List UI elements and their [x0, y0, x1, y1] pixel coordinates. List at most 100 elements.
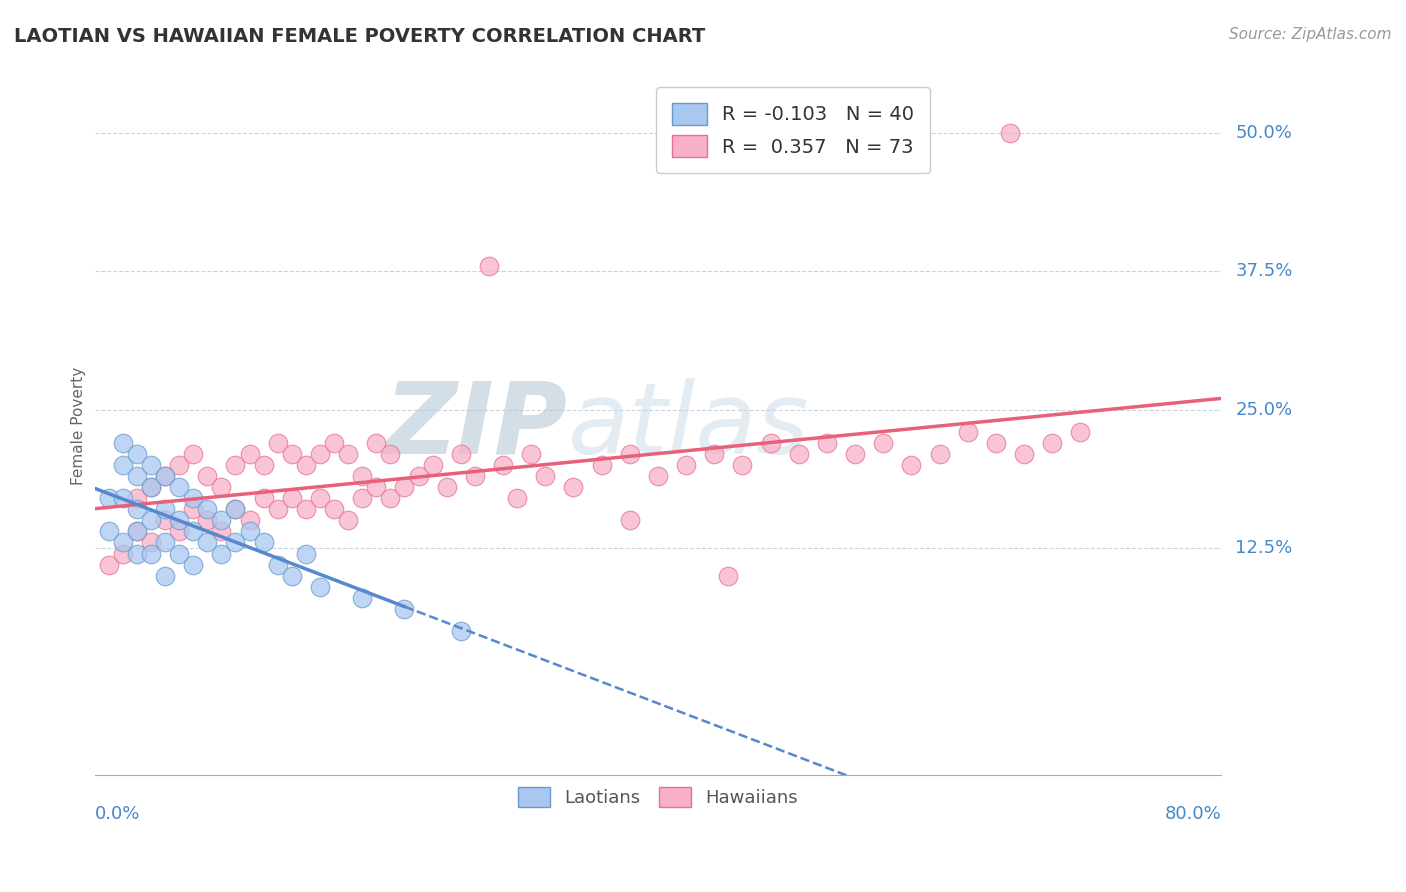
Point	[181, 524, 204, 539]
Point	[125, 469, 148, 483]
Point	[153, 568, 176, 582]
Point	[153, 502, 176, 516]
Point	[295, 502, 318, 516]
Point	[647, 469, 669, 483]
Point	[209, 524, 232, 539]
Point	[195, 469, 218, 483]
Point	[224, 502, 246, 516]
Text: 80.0%: 80.0%	[1164, 805, 1222, 823]
Point	[167, 547, 190, 561]
Text: LAOTIAN VS HAWAIIAN FEMALE POVERTY CORRELATION CHART: LAOTIAN VS HAWAIIAN FEMALE POVERTY CORRE…	[14, 27, 706, 45]
Point	[352, 591, 374, 605]
Text: Source: ZipAtlas.com: Source: ZipAtlas.com	[1229, 27, 1392, 42]
Point	[238, 513, 260, 527]
Point	[139, 535, 162, 549]
Point	[195, 513, 218, 527]
Point	[928, 447, 950, 461]
Point	[281, 447, 304, 461]
Point	[619, 513, 641, 527]
Text: 0.0%: 0.0%	[94, 805, 141, 823]
Point	[153, 469, 176, 483]
Point	[675, 458, 697, 472]
Point	[97, 524, 120, 539]
Point	[562, 480, 585, 494]
Point	[153, 513, 176, 527]
Point	[111, 547, 134, 561]
Point	[717, 568, 740, 582]
Point	[139, 458, 162, 472]
Point	[309, 580, 332, 594]
Point	[125, 524, 148, 539]
Point	[323, 435, 346, 450]
Point	[478, 259, 501, 273]
Point	[195, 502, 218, 516]
Point	[266, 435, 288, 450]
Point	[209, 480, 232, 494]
Legend: Laotians, Hawaiians: Laotians, Hawaiians	[510, 780, 806, 814]
Point	[408, 469, 430, 483]
Point	[450, 447, 472, 461]
Point	[97, 491, 120, 505]
Point	[295, 458, 318, 472]
Point	[224, 458, 246, 472]
Point	[337, 447, 360, 461]
Point	[181, 558, 204, 572]
Point	[872, 435, 894, 450]
Point	[281, 491, 304, 505]
Point	[900, 458, 922, 472]
Point	[125, 524, 148, 539]
Point	[731, 458, 754, 472]
Point	[266, 558, 288, 572]
Point	[506, 491, 529, 505]
Point	[281, 568, 304, 582]
Point	[209, 513, 232, 527]
Text: 25.0%: 25.0%	[1236, 401, 1292, 418]
Point	[998, 126, 1021, 140]
Point	[167, 524, 190, 539]
Point	[111, 458, 134, 472]
Point	[153, 469, 176, 483]
Text: 37.5%: 37.5%	[1236, 262, 1292, 280]
Point	[703, 447, 725, 461]
Point	[844, 447, 866, 461]
Point	[520, 447, 543, 461]
Text: 12.5%: 12.5%	[1236, 539, 1292, 557]
Point	[759, 435, 782, 450]
Point	[492, 458, 515, 472]
Point	[252, 491, 274, 505]
Point	[352, 469, 374, 483]
Point	[139, 480, 162, 494]
Text: atlas: atlas	[568, 377, 810, 475]
Point	[1040, 435, 1063, 450]
Point	[984, 435, 1007, 450]
Point	[224, 535, 246, 549]
Point	[181, 491, 204, 505]
Point	[337, 513, 360, 527]
Point	[209, 547, 232, 561]
Point	[125, 547, 148, 561]
Point	[181, 502, 204, 516]
Point	[97, 558, 120, 572]
Point	[787, 447, 810, 461]
Point	[464, 469, 486, 483]
Point	[111, 491, 134, 505]
Point	[422, 458, 444, 472]
Point	[167, 480, 190, 494]
Point	[125, 447, 148, 461]
Text: ZIP: ZIP	[385, 377, 568, 475]
Point	[591, 458, 613, 472]
Point	[380, 491, 402, 505]
Point	[125, 502, 148, 516]
Point	[309, 491, 332, 505]
Point	[534, 469, 557, 483]
Point	[111, 435, 134, 450]
Point	[139, 513, 162, 527]
Point	[352, 491, 374, 505]
Point	[111, 535, 134, 549]
Point	[450, 624, 472, 638]
Y-axis label: Female Poverty: Female Poverty	[72, 367, 86, 485]
Point	[1069, 425, 1091, 439]
Point	[956, 425, 979, 439]
Point	[139, 547, 162, 561]
Point	[252, 535, 274, 549]
